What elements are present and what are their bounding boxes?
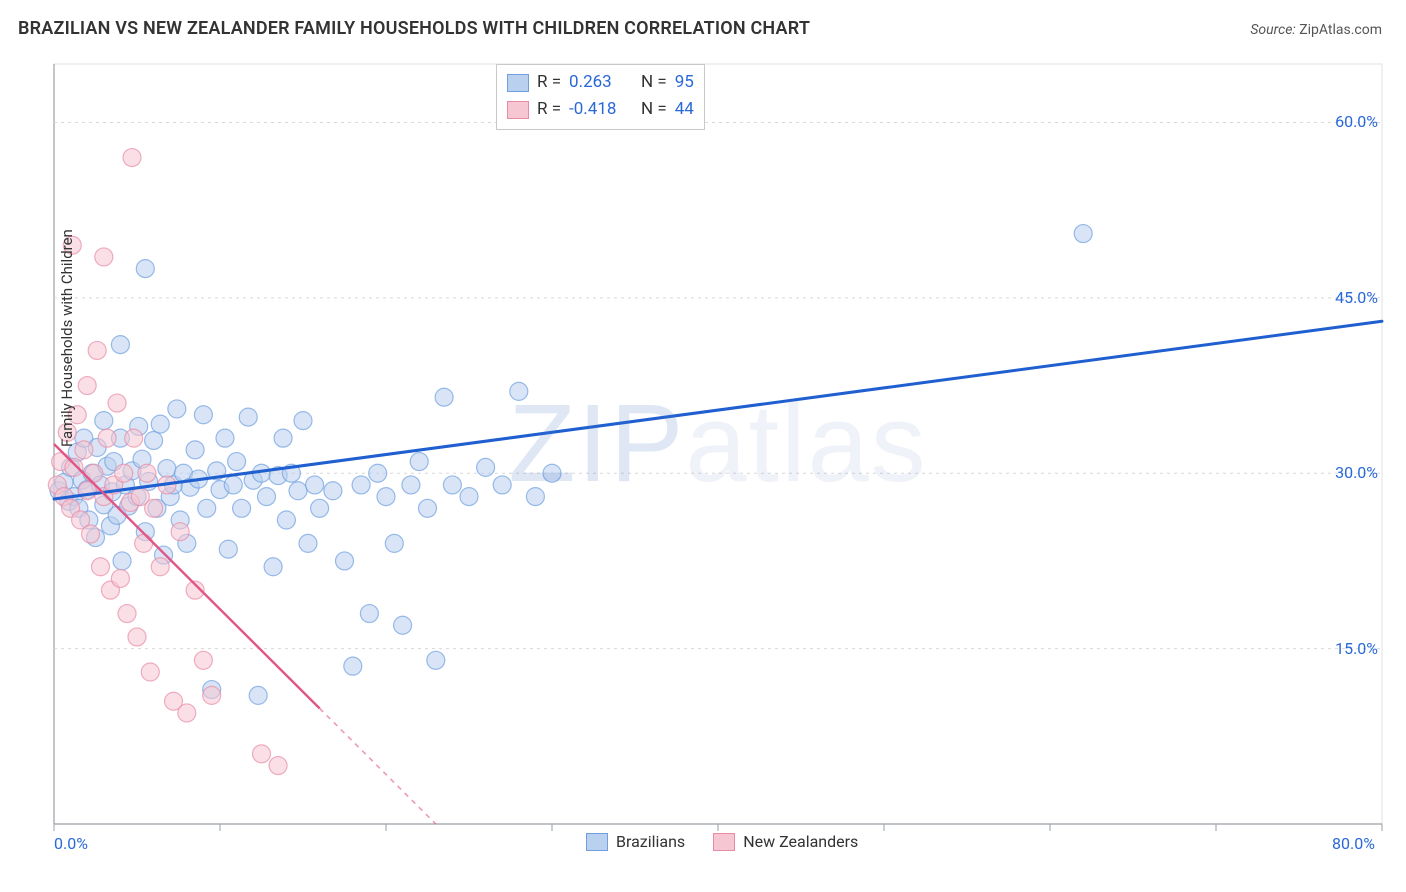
chart-area: Family Households with Children ZIPatlas… <box>46 56 1390 856</box>
y-tick-label: 30.0% <box>1335 463 1378 482</box>
source-attribution: Source: ZipAtlas.com <box>1250 22 1382 38</box>
stats-legend-row: R = -0.418N = 44 <box>507 96 694 123</box>
series-legend: Brazilians New Zealanders <box>586 832 858 851</box>
x-tick-label: 80.0% <box>1332 834 1375 853</box>
scatter-plot <box>46 56 1390 856</box>
legend-item: Brazilians <box>586 832 685 851</box>
y-tick-label: 15.0% <box>1335 639 1378 658</box>
stats-legend-row: R = 0.263N = 95 <box>507 69 694 96</box>
y-tick-label: 45.0% <box>1335 288 1378 307</box>
y-tick-label: 60.0% <box>1335 112 1378 131</box>
x-tick-label: 0.0% <box>54 834 88 853</box>
source-label: Source: <box>1250 22 1299 38</box>
chart-title: BRAZILIAN VS NEW ZEALANDER FAMILY HOUSEH… <box>18 18 810 39</box>
source-value: ZipAtlas.com <box>1299 22 1382 38</box>
stats-legend: R = 0.263N = 95R = -0.418N = 44 <box>496 64 705 130</box>
y-axis-label: Family Households with Children <box>58 229 76 447</box>
legend-item: New Zealanders <box>713 832 858 851</box>
